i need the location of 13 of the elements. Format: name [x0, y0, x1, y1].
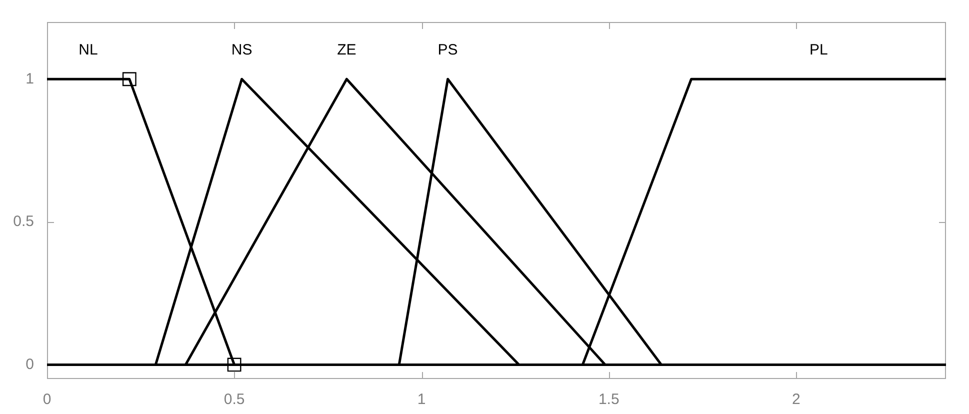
x-tick-label: 1.5 [598, 391, 620, 408]
x-tick-label: 2 [792, 391, 800, 408]
x-tick-label: 0 [42, 391, 52, 408]
series-label: PL [809, 42, 828, 59]
x-tick-label: 1 [417, 391, 426, 408]
series-label: NL [78, 42, 98, 59]
y-tick-label: 1 [26, 70, 34, 88]
series-label: PS [438, 42, 458, 59]
y-tick-label: 0.5 [13, 213, 34, 230]
x-tick-label: 0.5 [224, 391, 245, 408]
series-label: NS [231, 42, 252, 59]
series-label: ZE [337, 42, 356, 59]
y-tick-label: 0 [26, 356, 34, 373]
